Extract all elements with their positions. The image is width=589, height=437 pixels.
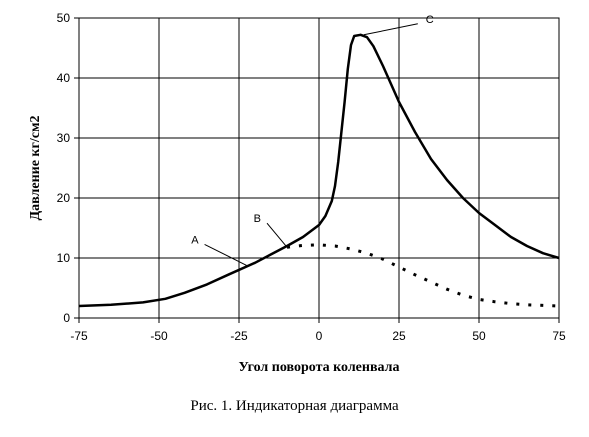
y-tick-label: 10 — [57, 251, 71, 265]
y-tick-label: 40 — [57, 71, 71, 85]
y-tick-label: 50 — [57, 11, 71, 25]
x-tick-label: 0 — [316, 329, 323, 343]
y-tick-label: 20 — [57, 191, 71, 205]
x-tick-label: -75 — [70, 329, 88, 343]
annotations: A B C — [191, 14, 434, 267]
annotation-leader — [363, 23, 418, 36]
y-tick-label: 0 — [63, 311, 70, 325]
x-tick-labels: -75 -50 -25 0 25 50 75 — [70, 318, 566, 343]
series-line-2 — [286, 243, 560, 308]
grid-lines — [78, 17, 560, 319]
figure-caption: Рис. 1. Индикаторная диаграмма — [190, 398, 399, 414]
y-axis-label: Давление кг/см2 — [28, 116, 43, 221]
annotation-label: B — [254, 213, 261, 225]
annotation-leader — [266, 222, 288, 248]
series-group — [78, 33, 560, 308]
annotation-leader — [204, 243, 249, 267]
x-tick-label: -50 — [150, 329, 168, 343]
x-tick-label: -25 — [230, 329, 248, 343]
x-tick-label: 50 — [472, 329, 486, 343]
x-tick-label: 75 — [552, 329, 566, 343]
y-tick-labels: 0 10 20 30 40 50 — [57, 11, 79, 325]
series-line-1 — [78, 33, 560, 308]
annotation-label: A — [191, 234, 199, 246]
annotation-label: C — [426, 14, 434, 26]
x-axis-label: Угол поворота коленвала — [238, 360, 399, 375]
x-tick-label: 25 — [392, 329, 406, 343]
y-tick-label: 30 — [57, 131, 71, 145]
